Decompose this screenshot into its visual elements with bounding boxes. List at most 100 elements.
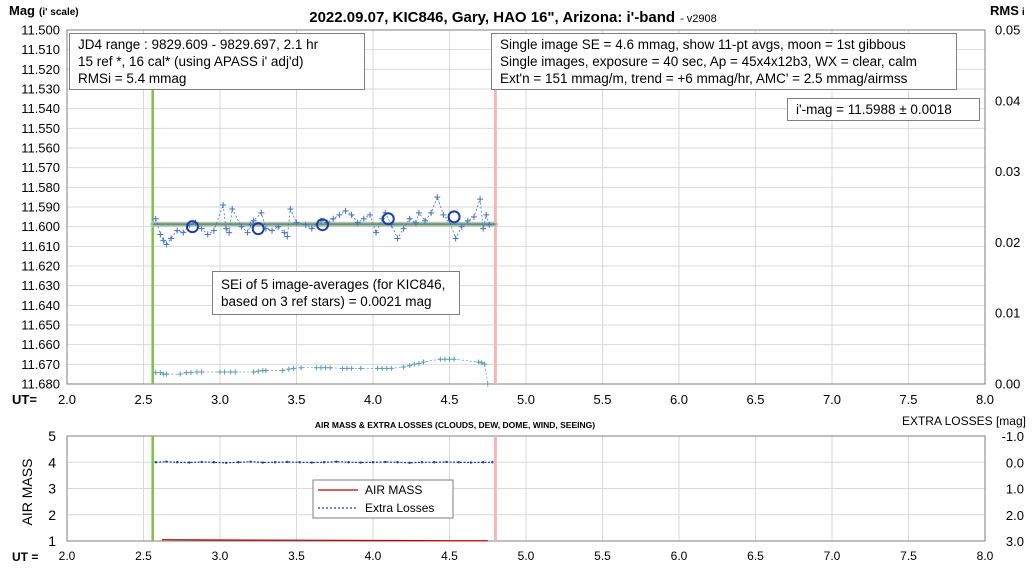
top-y-ticks: 11.500 11.510 11.520 11.530 11.540 11.550 11.5… <box>21 23 60 392</box>
top-y-tick-label: 11.680 <box>21 377 60 392</box>
rms-axis-sub: i <box>1022 7 1025 18</box>
top-x-tick-label: 7.0 <box>823 392 841 407</box>
top-y-tick-label: 11.540 <box>21 101 60 116</box>
top-y-tick-label: 11.560 <box>21 141 60 156</box>
rms-point <box>358 365 364 371</box>
single-image-point <box>223 225 230 232</box>
rms-point <box>442 356 448 362</box>
bottom-x-tick-label: 3.0 <box>212 549 229 563</box>
single-image-point <box>302 221 309 228</box>
bottom-y2-ticks: -1.0 0.0 1.0 2.0 3.0 <box>1002 429 1024 549</box>
top-x-tick-label: 5.5 <box>593 392 611 407</box>
image-average-point <box>316 218 330 232</box>
single-image-point <box>287 205 294 212</box>
top-y-tick-label: 11.620 <box>21 259 60 274</box>
top-plot-area <box>66 29 986 385</box>
result-text: i'-mag = 11.5988 ± 0.0018 <box>796 102 952 117</box>
rms-axis-label-text: RMS <box>990 3 1019 18</box>
rms-point <box>313 365 319 371</box>
single-image-point <box>394 235 401 242</box>
single-image-point <box>269 227 276 234</box>
rms-point <box>163 371 169 377</box>
extra-losses-point <box>408 461 411 464</box>
bottom-chart-title: AIR MASS & EXTRA LOSSES (CLOUDS, DEW, DO… <box>315 420 595 430</box>
single-image-point <box>480 225 487 232</box>
single-image-point <box>163 241 170 248</box>
rms-point <box>375 365 381 371</box>
single-image-point <box>174 227 181 234</box>
extra-losses-point <box>249 460 252 463</box>
single-image-point <box>428 209 435 216</box>
bottom-y2-tick-label: 2.0 <box>1006 508 1024 523</box>
bottom-plot-area <box>66 435 986 542</box>
top-y-tick-label: 11.510 <box>21 42 60 57</box>
legend-airmass-label: AIR MASS <box>365 483 422 497</box>
sei-line-2: based on 3 ref stars) = 0.0021 mag <box>221 294 432 309</box>
sei-box: SEi of 5 image-averages (for KIC846, bas… <box>212 271 460 315</box>
rms-point <box>286 366 292 372</box>
info-right-line-1: Single image SE = 4.6 mmag, show 11-pt a… <box>500 37 906 52</box>
bottom-vertical-markers <box>151 436 497 541</box>
extra-losses-point <box>310 461 313 464</box>
extra-losses-point <box>165 460 168 463</box>
top-x-tick-label: 5.0 <box>517 392 535 407</box>
single-image-point <box>281 229 288 236</box>
bottom-y2-tick-label: -1.0 <box>1002 429 1024 444</box>
bottom-y-ticks: 5 4 3 2 1 <box>48 428 56 549</box>
single-image-point <box>293 219 300 226</box>
rms-point <box>420 359 426 365</box>
top-x-ticks: 2.0 2.5 3.0 3.5 4.0 4.5 5.0 5.5 6.0 6.5 7.0 7.5 8.0 <box>58 392 994 407</box>
bottom-y2-tick-label: 3.0 <box>1006 534 1024 549</box>
extra-losses-point <box>469 461 473 464</box>
top-y2-tick-label: 0.05 <box>995 23 1020 38</box>
single-image-point <box>360 215 367 222</box>
top-y2-tick-label: 0.03 <box>995 164 1020 179</box>
top-y-tick-label: 11.590 <box>21 200 60 215</box>
rms-point <box>228 369 234 375</box>
extra-losses-point <box>322 461 326 464</box>
top-x-tick-label: 4.5 <box>440 392 458 407</box>
top-series <box>150 194 498 387</box>
extra-losses-point <box>396 461 399 464</box>
single-image-point <box>477 196 484 203</box>
bottom-x-tick-label: 3.5 <box>288 549 305 563</box>
rms-point <box>298 365 304 371</box>
rms-point <box>290 365 296 371</box>
bottom-x-tick-label: 4.5 <box>441 549 458 563</box>
result-box: i'-mag = 11.5988 ± 0.0018 <box>787 98 980 121</box>
single-image-point <box>373 229 380 236</box>
bottom-x-tick-label: 8.0 <box>977 549 994 563</box>
top-x-tick-label: 4.0 <box>364 392 382 407</box>
top-y2-tick-label: 0.04 <box>995 93 1020 108</box>
single-image-point <box>275 223 282 230</box>
rms-point <box>157 370 163 376</box>
extra-losses-point <box>261 461 265 464</box>
rms-point <box>318 365 324 371</box>
image-average-point <box>251 222 265 236</box>
top-y-tick-label: 11.650 <box>21 318 60 333</box>
rms-point <box>437 356 443 362</box>
rms-point <box>384 365 390 371</box>
ut-label-bottom: UT = <box>12 550 38 564</box>
single-image-point <box>342 207 349 214</box>
top-y2-tick-label: 0.02 <box>995 235 1020 250</box>
single-image-point <box>486 221 493 228</box>
top-y-tick-label: 11.570 <box>21 160 60 175</box>
top-y-tick-label: 11.600 <box>21 219 60 234</box>
single-image-point <box>284 233 291 240</box>
top-y-tick-label: 11.580 <box>21 180 60 195</box>
top-y2-tick-label: 0.00 <box>995 377 1020 392</box>
info-right-line-2: Single images, exposure = 40 sec, Ap = 4… <box>500 54 917 69</box>
single-image-point <box>406 215 413 222</box>
rms-point <box>482 361 488 367</box>
top-y-tick-label: 11.500 <box>21 23 60 38</box>
single-image-point <box>354 219 361 226</box>
single-image-point <box>160 237 167 244</box>
chart-title: 2022.09.07, KIC846, Gary, HAO 16", Arizo… <box>309 9 717 26</box>
single-image-point <box>198 225 205 232</box>
bottom-y-tick-label: 1 <box>48 533 56 549</box>
single-image-point <box>152 215 159 222</box>
extra-losses-point <box>371 461 375 464</box>
top-y2-tick-label: 0.01 <box>995 306 1020 321</box>
